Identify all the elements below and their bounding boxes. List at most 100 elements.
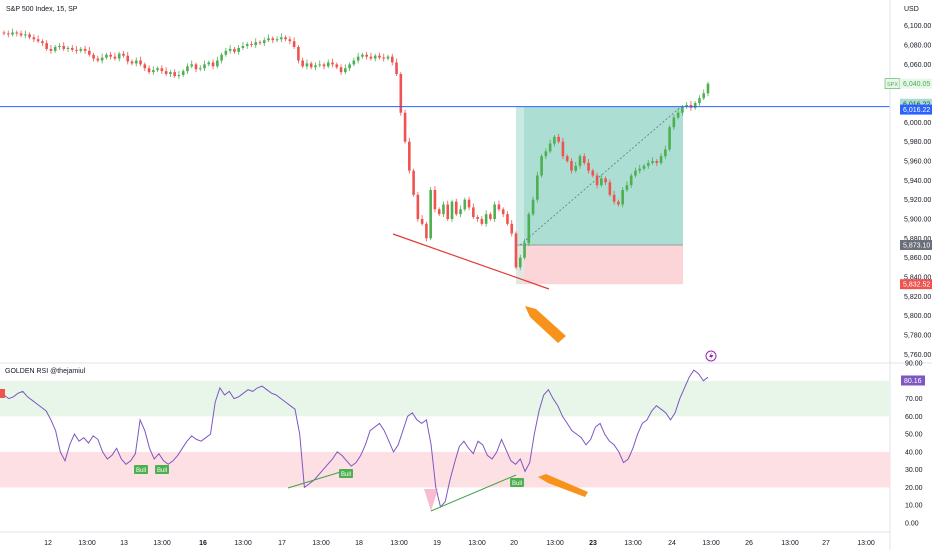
candle-body [262, 40, 266, 44]
entry-tag-dup [900, 104, 932, 115]
currency-label[interactable]: USD [904, 6, 919, 13]
position-zones[interactable] [516, 106, 683, 285]
rsi-tick-label: 90.00 [905, 361, 923, 368]
entry-highlight [516, 106, 524, 285]
candle-body [604, 178, 607, 183]
candle-body [476, 217, 479, 219]
candle-body [169, 72, 172, 75]
rsi-start-marker [0, 389, 5, 398]
candle-body [186, 66, 189, 72]
candle-body [629, 175, 633, 186]
candle-body [442, 204, 445, 215]
candle-body [459, 209, 462, 215]
price-tick-label: 5,940.00 [904, 178, 931, 185]
candle-body [536, 175, 539, 200]
candle-body [480, 218, 484, 224]
candle-body [450, 201, 454, 219]
candle-body [420, 218, 424, 224]
candle-body [267, 38, 270, 41]
candle-body [514, 233, 518, 268]
target-bottom-tag [900, 239, 932, 250]
candle-body [297, 46, 300, 61]
time-tick-label: 13:00 [702, 540, 720, 547]
bull-label-text: Bull [512, 481, 522, 487]
candle-body [540, 156, 543, 176]
candle-body [122, 53, 125, 56]
candle-body [109, 54, 112, 57]
candle-body [446, 204, 450, 219]
candle-body [390, 56, 394, 63]
chart-title: S&P 500 Index, 15, SP [6, 6, 78, 13]
bull-label [339, 469, 353, 478]
oversold-dip [424, 489, 438, 511]
candle-body [147, 68, 151, 73]
candle-body [365, 54, 368, 57]
candle-body [587, 162, 590, 171]
candle-body [339, 67, 343, 73]
rsi-last-tag [901, 375, 925, 386]
time-tick-label: 16 [199, 540, 207, 547]
candle-body [322, 64, 326, 67]
candle-body [66, 47, 70, 49]
drawings[interactable] [0, 106, 890, 343]
candle-body [139, 60, 142, 65]
candle-body [318, 64, 322, 66]
candle-body [706, 83, 710, 94]
candle-body [271, 38, 275, 41]
candle-body [625, 185, 629, 190]
candle-body [501, 209, 505, 215]
rsi-pane: Bull Bull Bull Bull [0, 369, 890, 512]
candle-body [245, 44, 249, 47]
candle-body [664, 149, 667, 157]
candle-body [395, 62, 398, 75]
time-axis[interactable]: 12 13:00 13 13:00 16 13:00 17 13:00 18 13:00 19 13:… [0, 531, 890, 547]
entry-tag-dup-text: 6,016.22 [903, 107, 930, 114]
time-tick-label: 13:00 [468, 540, 486, 547]
oversold-band [0, 451, 890, 488]
time-tick-label: 13:00 [78, 540, 96, 547]
last-price-tag [900, 78, 932, 89]
candle-body [582, 156, 586, 163]
candle-body [638, 168, 642, 171]
candle-body [301, 60, 304, 67]
symbol-tag-text: SPX [887, 82, 898, 88]
candle-body [467, 199, 471, 208]
entry-tag [900, 98, 932, 109]
candle-body [181, 71, 185, 76]
candle-body [668, 127, 671, 150]
candle-body [557, 136, 560, 142]
time-tick-label: 19 [433, 540, 441, 547]
candle-body [160, 68, 164, 72]
rsi-axis[interactable]: 90.0080.0070.0060.0050.0040.0030.0020.00… [901, 361, 925, 528]
price-axis[interactable]: 6,100.006,080.006,060.006,040.006,020.00… [884, 0, 932, 550]
candle-body [472, 207, 475, 218]
bull-label-text: Bull [157, 468, 167, 474]
candle-body [578, 156, 582, 166]
candle-body [126, 55, 130, 62]
time-tick-label: 23 [589, 540, 597, 547]
candle-body [565, 156, 569, 162]
candle-body [92, 54, 95, 59]
price-tick-label: 5,920.00 [904, 197, 931, 204]
candle-body [173, 72, 176, 76]
candle-body [237, 47, 240, 52]
candle-body [348, 64, 351, 69]
candle-body [177, 75, 181, 77]
bull-label [510, 478, 524, 487]
rsi-tick-label: 10.00 [905, 503, 923, 510]
candle-body [284, 37, 287, 40]
time-tick-label: 13:00 [857, 540, 875, 547]
candle-body [280, 37, 283, 40]
candle-body [553, 136, 556, 144]
candle-body [36, 39, 40, 42]
rsi-tick-label: 0.00 [905, 521, 919, 528]
target-bottom-tag-text: 5,873.10 [903, 242, 930, 249]
candle-body [250, 44, 253, 46]
candle-body [134, 60, 138, 64]
lightning-icon[interactable] [705, 350, 717, 362]
price-tick-label: 6,060.00 [904, 62, 931, 69]
rsi-tick-label: 20.00 [905, 485, 923, 492]
time-tick-label: 13:00 [312, 540, 330, 547]
rsi-last-tag-text: 80.16 [904, 378, 922, 385]
